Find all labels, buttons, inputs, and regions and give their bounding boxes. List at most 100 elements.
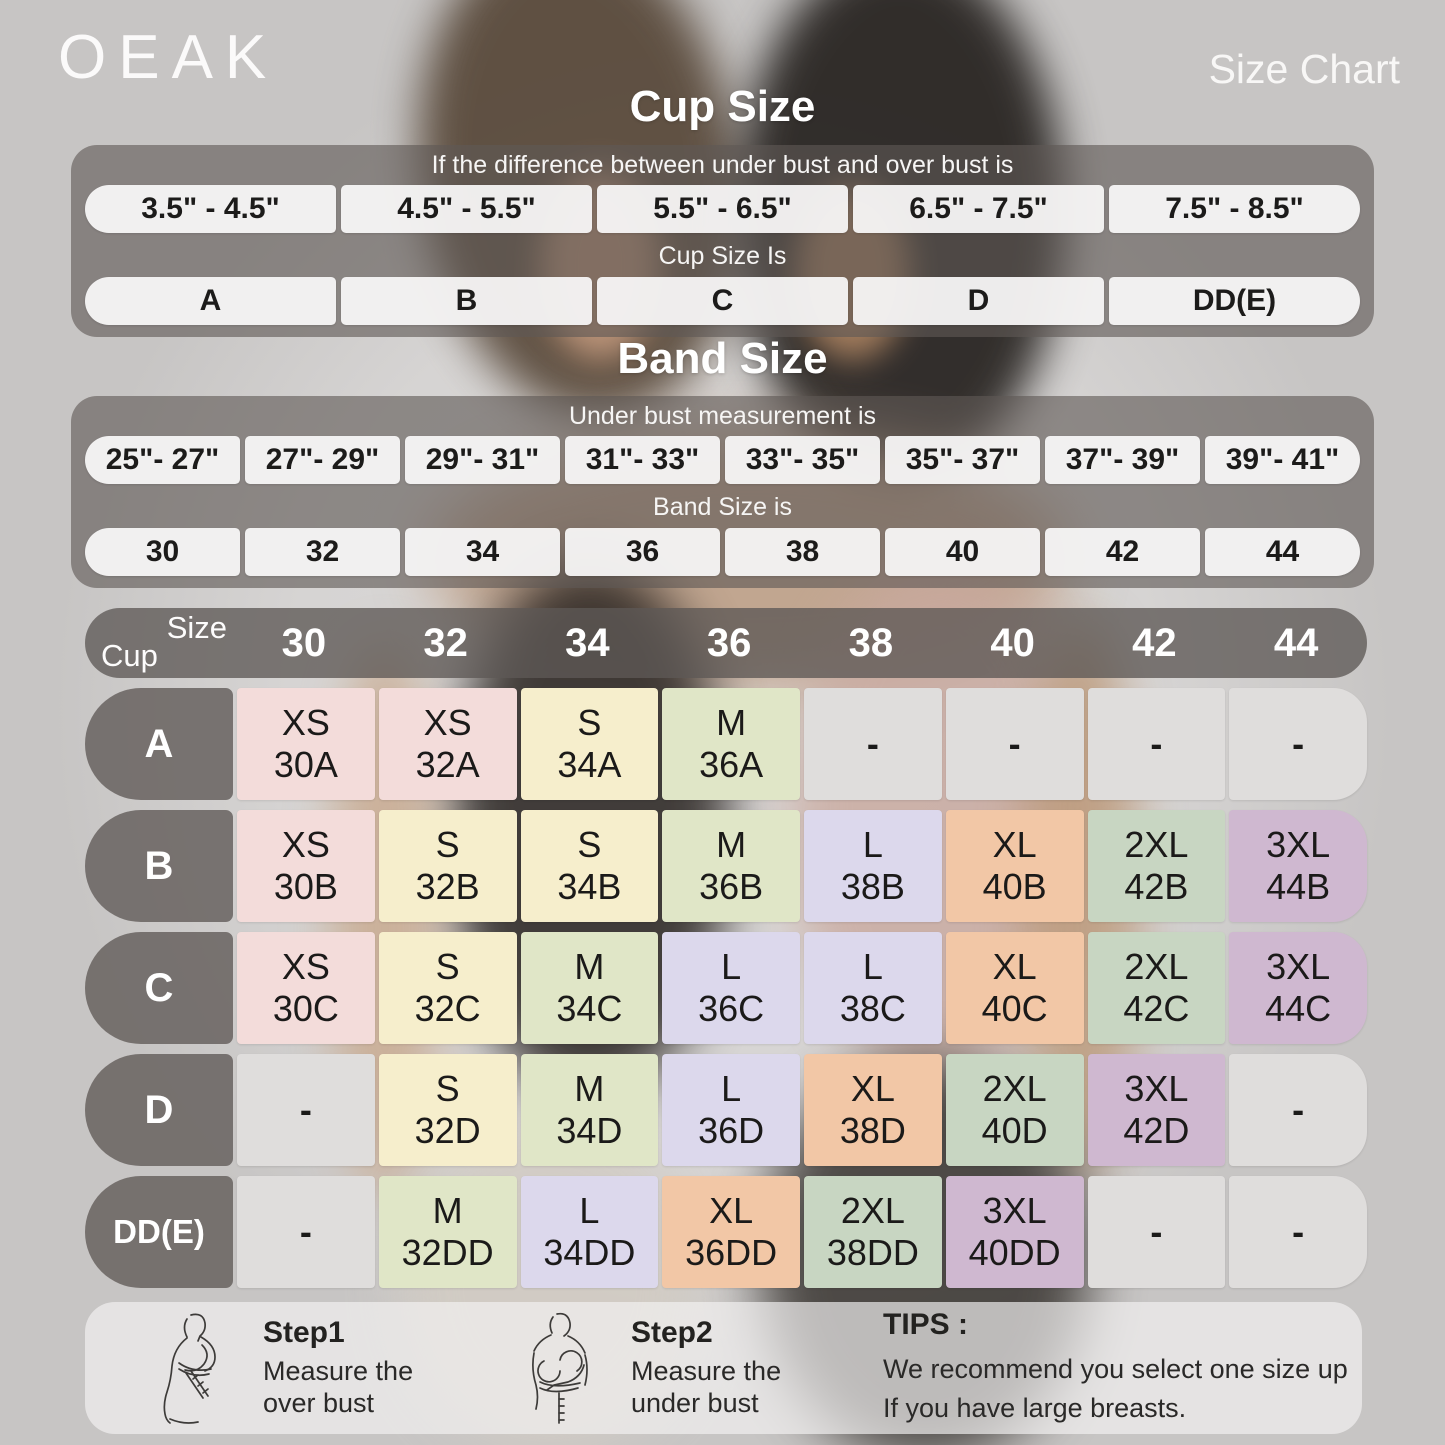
- measure-under-bust-icon: [513, 1311, 605, 1425]
- cell-code-label: 32B: [416, 866, 480, 908]
- size-cell-empty: -: [1088, 688, 1226, 800]
- size-cell-empty: -: [946, 688, 1084, 800]
- step2-line2: under bust: [631, 1388, 815, 1420]
- column-header-30: 30: [233, 621, 375, 666]
- size-cell-empty: -: [1229, 1176, 1367, 1288]
- size-cell-40C: XL40C: [946, 932, 1084, 1044]
- cell-code-label: 36C: [698, 988, 764, 1030]
- cell-size-label: XS: [282, 824, 330, 866]
- empty-dash: -: [1292, 1089, 1304, 1131]
- band-value-cell: 38: [725, 528, 880, 576]
- size-cell-40B: XL40B: [946, 810, 1084, 922]
- size-cell-32DD: M32DD: [379, 1176, 517, 1288]
- cell-code-label: 44C: [1265, 988, 1331, 1030]
- cell-code-label: 42D: [1123, 1110, 1189, 1152]
- cup-size-group: If the difference between under bust and…: [71, 145, 1374, 337]
- step1-text: Step1 Measure the over bust: [263, 1316, 447, 1420]
- size-cell-30C: XS30C: [237, 932, 375, 1044]
- column-header-36: 36: [658, 621, 800, 666]
- band-value-cell: 34: [405, 528, 560, 576]
- cell-size-label: XS: [282, 946, 330, 988]
- size-cell-34D: M34D: [521, 1054, 659, 1166]
- band-range-cell: 33"- 35": [725, 436, 880, 484]
- cup-range-row: 3.5" - 4.5"4.5" - 5.5"5.5" - 6.5"6.5" - …: [85, 185, 1360, 233]
- cup-letter-cell: D: [853, 277, 1104, 325]
- cup-letter-cell: DD(E): [1109, 277, 1360, 325]
- size-cell-empty: -: [1229, 688, 1367, 800]
- tips-block: TIPS : We recommend you select one size …: [883, 1308, 1348, 1428]
- size-cell-32B: S32B: [379, 810, 517, 922]
- cell-code-label: 38DD: [827, 1232, 919, 1274]
- corner-size-label: Size: [167, 610, 227, 646]
- cell-code-label: 40B: [983, 866, 1047, 908]
- cell-code-label: 32A: [416, 744, 480, 786]
- cell-size-label: M: [716, 702, 746, 744]
- size-cell-empty: -: [237, 1054, 375, 1166]
- cell-code-label: 34B: [557, 866, 621, 908]
- cell-code-label: 36A: [699, 744, 763, 786]
- size-cell-32A: XS32A: [379, 688, 517, 800]
- cup-letter-cell: B: [341, 277, 592, 325]
- band-value-cell: 32: [245, 528, 400, 576]
- band-size-group: Under bust measurement is 25"- 27"27"- 2…: [71, 396, 1374, 588]
- step2-title: Step2: [631, 1316, 815, 1350]
- row-label-D: D: [85, 1054, 233, 1166]
- cell-code-label: 38D: [840, 1110, 906, 1152]
- cell-size-label: XS: [282, 702, 330, 744]
- cell-size-label: M: [433, 1190, 463, 1232]
- step1-line2: over bust: [263, 1388, 447, 1420]
- size-chart-page: OEAK Size Chart Cup Size If the differen…: [0, 0, 1445, 1445]
- cup-letter-row: ABCDDD(E): [85, 277, 1360, 325]
- cell-size-label: L: [721, 946, 741, 988]
- size-cell-38DD: 2XL38DD: [804, 1176, 942, 1288]
- size-cell-34DD: L34DD: [521, 1176, 659, 1288]
- size-matrix-body: AXS30AXS32AS34AM36A----BXS30BS32BS34BM36…: [85, 688, 1367, 1288]
- size-row-DD(E): DD(E)-M32DDL34DDXL36DD2XL38DD3XL40DD--: [85, 1176, 1367, 1288]
- size-cell-36B: M36B: [662, 810, 800, 922]
- size-cell-32D: S32D: [379, 1054, 517, 1166]
- size-cell-44C: 3XL44C: [1229, 932, 1367, 1044]
- size-row-C: CXS30CS32CM34CL36CL38CXL40C2XL42C3XL44C: [85, 932, 1367, 1044]
- cell-size-label: 3XL: [1266, 824, 1330, 866]
- cell-code-label: 32DD: [402, 1232, 494, 1274]
- empty-dash: -: [300, 1211, 312, 1253]
- cup-range-cell: 7.5" - 8.5": [1109, 185, 1360, 233]
- cell-size-label: L: [863, 824, 883, 866]
- cell-size-label: 3XL: [1266, 946, 1330, 988]
- cell-code-label: 36B: [699, 866, 763, 908]
- cell-size-label: S: [577, 702, 601, 744]
- cell-size-label: 2XL: [1124, 946, 1188, 988]
- band-size-title: Band Size: [0, 334, 1445, 384]
- cup-range-cell: 6.5" - 7.5": [853, 185, 1104, 233]
- cup-result-label: Cup Size Is: [71, 235, 1374, 275]
- row-label-C: C: [85, 932, 233, 1044]
- cell-code-label: 36DD: [685, 1232, 777, 1274]
- band-value-cell: 36: [565, 528, 720, 576]
- cell-code-label: 34D: [556, 1110, 622, 1152]
- size-row-A: AXS30AXS32AS34AM36A----: [85, 688, 1367, 800]
- empty-dash: -: [1150, 1211, 1162, 1253]
- band-range-cell: 31"- 33": [565, 436, 720, 484]
- size-cell-34C: M34C: [521, 932, 659, 1044]
- size-cell-34B: S34B: [521, 810, 659, 922]
- band-value-cell: 42: [1045, 528, 1200, 576]
- cell-size-label: L: [579, 1190, 599, 1232]
- cell-code-label: 44B: [1266, 866, 1330, 908]
- step2-text: Step2 Measure the under bust: [631, 1316, 815, 1420]
- size-cell-36DD: XL36DD: [662, 1176, 800, 1288]
- size-cell-30B: XS30B: [237, 810, 375, 922]
- size-cell-38B: L38B: [804, 810, 942, 922]
- column-header-38: 38: [800, 621, 942, 666]
- size-cell-42B: 2XL42B: [1088, 810, 1226, 922]
- cell-code-label: 34DD: [543, 1232, 635, 1274]
- cup-size-title: Cup Size: [0, 82, 1445, 132]
- cell-code-label: 40D: [982, 1110, 1048, 1152]
- size-cell-38C: L38C: [804, 932, 942, 1044]
- measure-over-bust-icon: [141, 1311, 237, 1425]
- column-header-40: 40: [942, 621, 1084, 666]
- cell-size-label: L: [721, 1068, 741, 1110]
- size-cell-34A: S34A: [521, 688, 659, 800]
- band-value-cell: 40: [885, 528, 1040, 576]
- cell-code-label: 32D: [415, 1110, 481, 1152]
- cell-code-label: 38C: [840, 988, 906, 1030]
